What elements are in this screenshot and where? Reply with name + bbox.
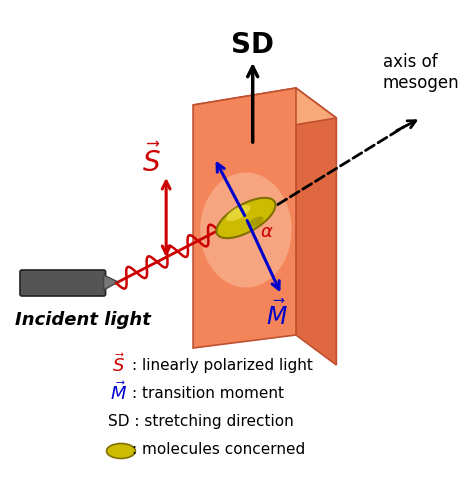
Text: SD : stretching direction: SD : stretching direction [108,413,294,428]
Polygon shape [193,88,336,135]
Text: : molecules concerned: : molecules concerned [133,441,306,456]
Ellipse shape [226,205,250,221]
Text: $\vec{S}$: $\vec{S}$ [112,354,124,376]
Polygon shape [193,88,296,348]
Text: Incident light: Incident light [15,311,151,329]
Text: : linearly polarized light: : linearly polarized light [133,357,314,372]
Ellipse shape [200,172,292,287]
Text: $\vec{M}$: $\vec{M}$ [110,382,127,404]
Polygon shape [296,88,336,365]
Polygon shape [104,275,118,290]
Text: $\vec{M}$: $\vec{M}$ [266,300,287,330]
Text: : transition moment: : transition moment [133,385,285,400]
Text: axis of
mesogen: axis of mesogen [382,53,459,92]
Text: SD: SD [231,31,274,59]
Text: $\vec{S}$: $\vec{S}$ [142,144,161,178]
Ellipse shape [106,443,135,458]
Ellipse shape [248,216,264,227]
FancyBboxPatch shape [20,270,105,296]
Ellipse shape [217,198,275,238]
Text: $\alpha$: $\alpha$ [260,223,274,241]
